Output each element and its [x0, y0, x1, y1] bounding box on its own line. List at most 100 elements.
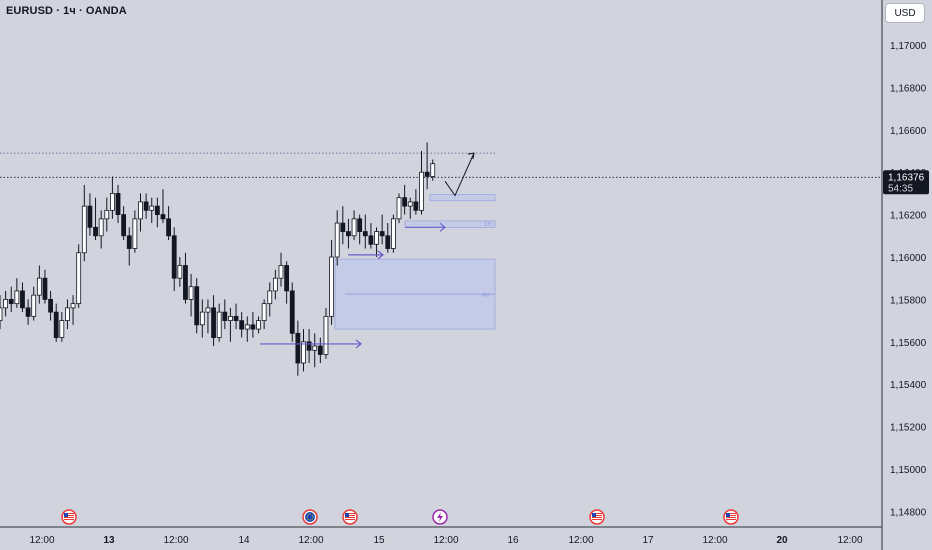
candle-down[interactable]	[362, 231, 368, 237]
candle-down[interactable]	[239, 320, 245, 330]
candle-up[interactable]	[278, 265, 284, 279]
candle-up[interactable]	[323, 315, 329, 355]
candle-up[interactable]	[36, 277, 42, 296]
candle-down[interactable]	[402, 197, 408, 207]
us-flag-stripe	[345, 517, 355, 518]
candle-up[interactable]	[65, 307, 70, 322]
candle-up[interactable]	[407, 201, 413, 207]
candle-down[interactable]	[379, 231, 385, 237]
candle-down[interactable]	[289, 290, 295, 334]
candle-up[interactable]	[76, 252, 82, 305]
currency-button[interactable]: USD	[885, 3, 925, 23]
candle-down[interactable]	[42, 277, 48, 300]
eu-flag-fill	[305, 512, 315, 522]
candle-down[interactable]	[25, 307, 31, 317]
candle-down[interactable]	[194, 286, 200, 326]
symbol-title[interactable]: EURUSD · 1ч · OANDA	[6, 5, 127, 17]
candle-down[interactable]	[233, 315, 239, 321]
candle-up[interactable]	[419, 171, 424, 211]
candle-up[interactable]	[104, 209, 110, 220]
candle-down[interactable]	[115, 192, 121, 215]
candle-down[interactable]	[166, 218, 172, 237]
candle-down[interactable]	[171, 235, 177, 279]
candle-up[interactable]	[312, 345, 318, 351]
projection-path[interactable]	[444, 152, 475, 197]
candle-down[interactable]	[160, 214, 166, 220]
candle-down[interactable]	[385, 235, 391, 249]
candle-up[interactable]	[14, 290, 20, 305]
candle-up[interactable]	[98, 218, 104, 237]
candle-down[interactable]	[143, 201, 149, 211]
candle-down[interactable]	[93, 226, 98, 237]
candle-up[interactable]	[149, 205, 155, 211]
candle-down[interactable]	[317, 345, 323, 355]
candle-up[interactable]	[396, 197, 402, 220]
candle-up[interactable]	[430, 163, 436, 177]
candle-down[interactable]	[284, 265, 290, 292]
candle-up[interactable]	[267, 290, 273, 305]
candle-down[interactable]	[222, 311, 228, 321]
candle-down[interactable]	[306, 341, 312, 351]
candle-down[interactable]	[53, 311, 59, 338]
candle-down[interactable]	[8, 298, 14, 305]
candle-up[interactable]	[138, 201, 143, 220]
candle-up[interactable]	[132, 218, 138, 249]
candle-up[interactable]	[199, 311, 205, 326]
candle-up[interactable]	[261, 303, 267, 322]
candle-down[interactable]	[48, 298, 53, 313]
us-flag-stripe	[726, 515, 736, 516]
candle-down[interactable]	[368, 235, 374, 245]
price-tick-label: 1,16000	[890, 253, 927, 264]
zone-rect[interactable]	[429, 194, 496, 202]
time-tick-label: 17	[642, 535, 654, 546]
candle-down[interactable]	[250, 324, 256, 330]
time-tick-label: 12:00	[568, 535, 593, 546]
candle-down[interactable]	[20, 290, 25, 309]
candle-down[interactable]	[346, 231, 351, 237]
us-flag-stripe	[726, 513, 736, 514]
candle-up[interactable]	[205, 307, 211, 313]
candle-up[interactable]	[31, 294, 37, 317]
candle-up[interactable]	[272, 277, 278, 292]
event-icon-layer	[61, 509, 739, 525]
candle-up[interactable]	[188, 286, 194, 300]
candle-up[interactable]	[334, 222, 340, 258]
candle-down[interactable]	[154, 205, 160, 215]
us-flag-stripe	[592, 519, 602, 520]
candle-up[interactable]	[374, 231, 379, 245]
candle-up[interactable]	[244, 324, 250, 330]
candle-up[interactable]	[70, 303, 76, 309]
zone-rect[interactable]	[404, 220, 496, 228]
candle-down[interactable]	[295, 332, 301, 364]
candle-down[interactable]	[87, 205, 93, 228]
candle-up[interactable]	[228, 315, 233, 321]
time-tick-label: 13	[103, 535, 115, 546]
candle-down[interactable]	[424, 171, 430, 177]
candle-down[interactable]	[340, 222, 346, 232]
ray-arrowhead	[355, 339, 362, 349]
candle-down[interactable]	[121, 214, 127, 237]
price-tick-label: 1,16200	[890, 211, 927, 222]
candle-down[interactable]	[126, 235, 132, 249]
current-price-label: 1,16376	[888, 172, 925, 183]
candle-up[interactable]	[59, 320, 65, 338]
candle-up[interactable]	[216, 311, 222, 338]
candle-up[interactable]	[256, 320, 261, 330]
candle-up[interactable]	[81, 205, 87, 254]
us-flag-stripe	[592, 515, 602, 516]
candle-up[interactable]	[3, 298, 9, 309]
candle-up[interactable]	[351, 218, 357, 237]
candle-down[interactable]	[183, 265, 188, 300]
price-tick-label: 1,14800	[890, 507, 927, 518]
candle-up[interactable]	[110, 192, 115, 211]
candle-up[interactable]	[329, 256, 334, 317]
candle-up[interactable]	[0, 307, 3, 322]
candle-down[interactable]	[413, 201, 419, 211]
candle-down[interactable]	[357, 218, 363, 232]
candle-up[interactable]	[177, 265, 183, 279]
candle-up[interactable]	[390, 218, 396, 249]
candle-down[interactable]	[211, 307, 216, 338]
candle-up[interactable]	[301, 341, 306, 364]
price-tick-label: 1,17000	[890, 41, 927, 52]
